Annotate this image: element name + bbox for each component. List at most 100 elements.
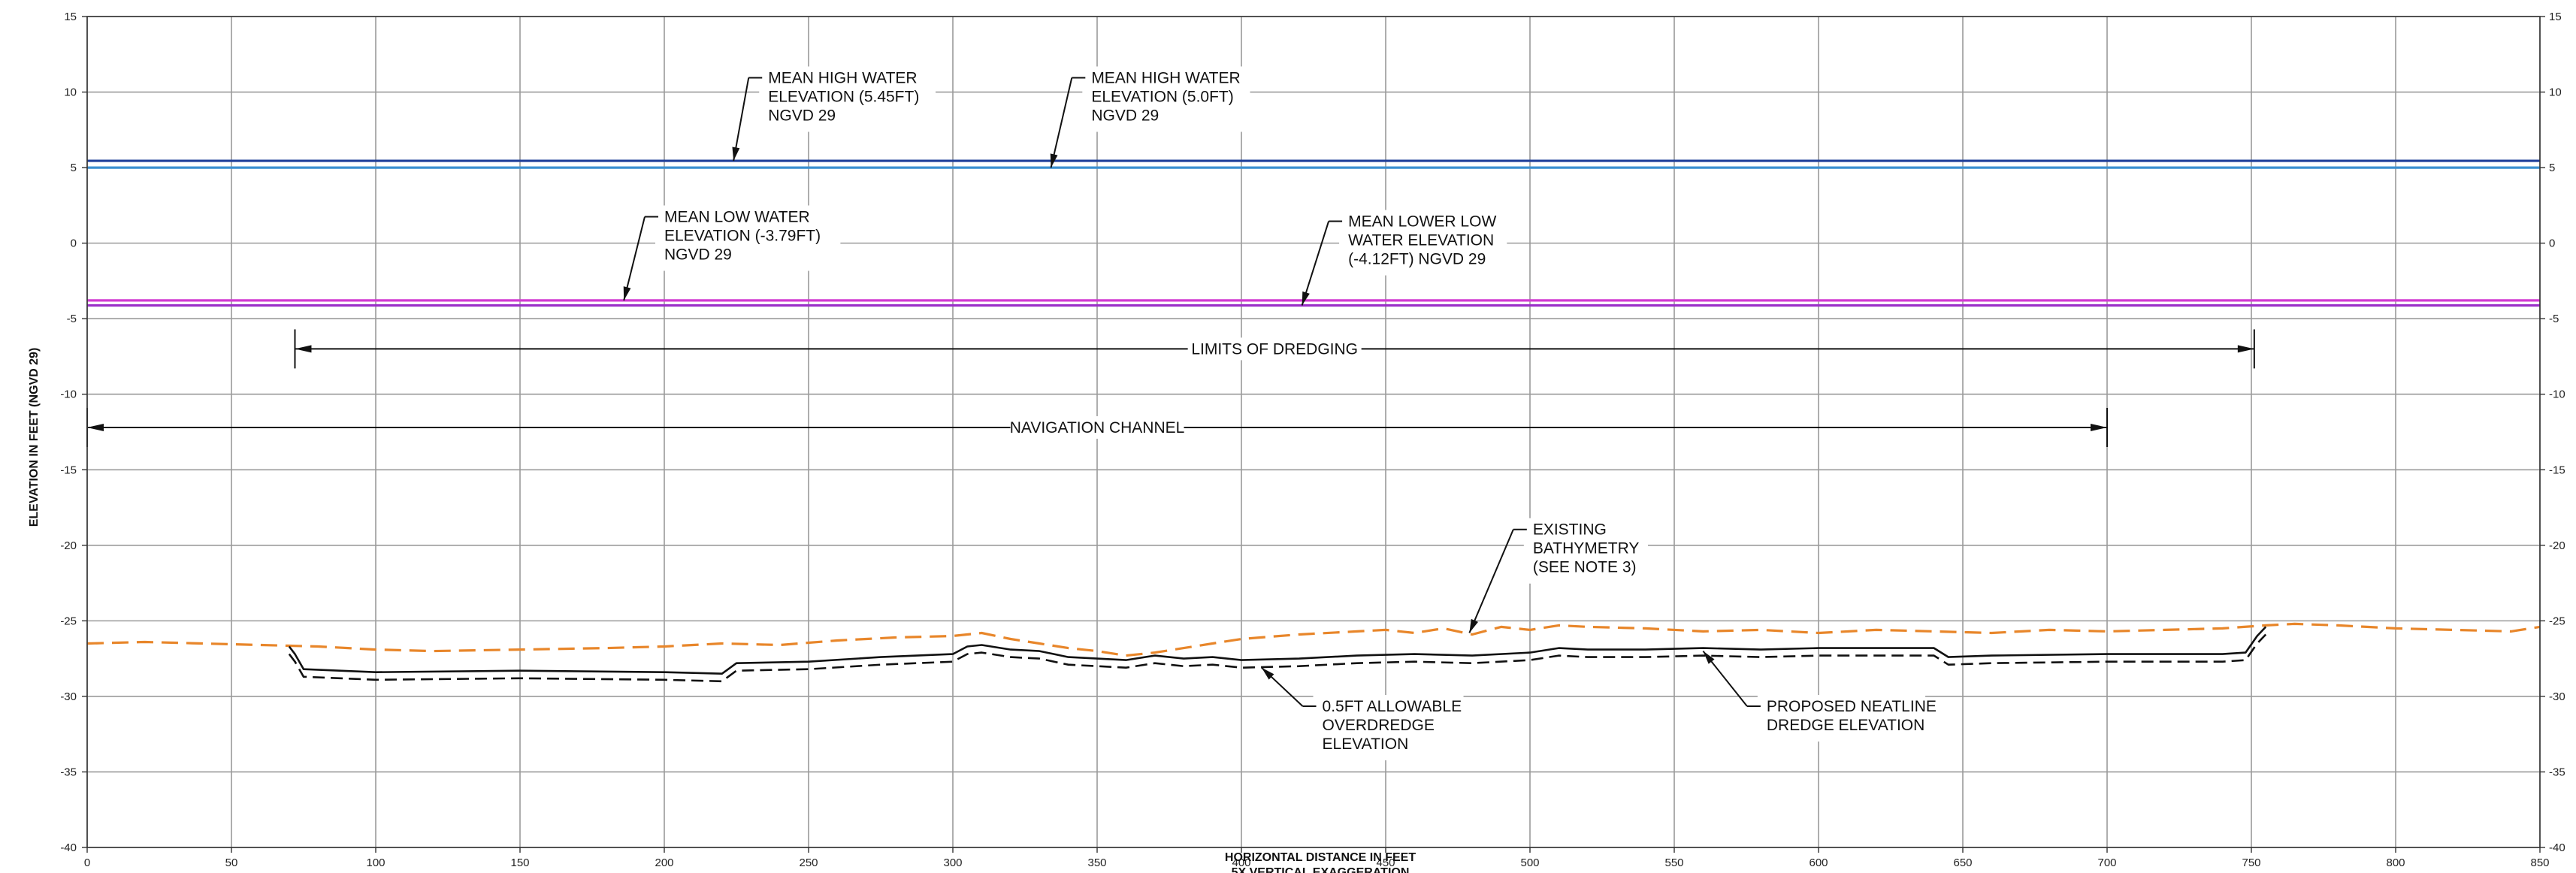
x-tick-label: 700 <box>2097 856 2116 869</box>
plot-frame <box>86 16 2541 848</box>
annotation-text-line: WATER ELEVATION <box>1348 232 1494 249</box>
annotation-text-line: MEAN HIGH WATER <box>768 69 917 86</box>
extent-label-background <box>1010 415 1184 439</box>
x-tick-label: 750 <box>2242 856 2260 869</box>
y-tick-label-right: 0 <box>2549 237 2555 250</box>
reference-lines <box>87 159 2540 307</box>
x-tick-label: 100 <box>366 856 385 869</box>
annotation-leader <box>1050 77 1073 168</box>
extent-label: LIMITS OF DREDGING <box>1191 340 1358 358</box>
x-tick-label: 300 <box>943 856 962 869</box>
y-tick-label-left: -35 <box>60 766 77 778</box>
y-tick-label-right: 5 <box>2549 162 2555 174</box>
y-tick-label-left: -30 <box>60 690 77 703</box>
annotation-background <box>1523 518 1649 584</box>
annotation-background <box>1313 695 1464 761</box>
annotation-text-line: ELEVATION (-3.79FT) <box>664 227 821 244</box>
annotation-text-line: ELEVATION (5.45FT) <box>768 88 919 105</box>
series-lines <box>86 622 2541 683</box>
annotation-text-line: DREDGE ELEVATION <box>1767 717 1924 734</box>
annotation-text-line: MEAN LOWER LOW <box>1348 213 1496 231</box>
x-tick-label: 850 <box>2530 856 2549 869</box>
y-tick-label-left: 5 <box>71 162 77 174</box>
annotation-arrowhead <box>732 147 740 162</box>
x-tick-label: 250 <box>799 856 818 869</box>
annotation-arrowhead <box>1261 667 1274 680</box>
annotation-text-line: MEAN HIGH WATER <box>1091 69 1240 86</box>
y-axis-label: ELEVATION IN FEET (NGVD 29) <box>28 348 41 527</box>
extent-arrowhead <box>295 345 312 353</box>
annotation-background <box>1757 695 1926 742</box>
annotation-leader <box>623 216 646 301</box>
x-tick-label: 400 <box>1232 856 1250 869</box>
y-tick-label-right: -35 <box>2549 766 2565 778</box>
x-tick-label: 500 <box>1520 856 1539 869</box>
annotation-text-line: (-4.12FT) NGVD 29 <box>1348 251 1486 268</box>
annotation-text-line: NGVD 29 <box>768 107 836 124</box>
y-tick-label-right: -20 <box>2549 539 2565 552</box>
annotation-text-line: PROPOSED NEATLINE <box>1767 698 1937 715</box>
x-tick-label: 650 <box>1953 856 1972 869</box>
axes: 0 50 100 150 200 250 300 350 400 450 500 550 600 650 7… <box>60 11 2565 869</box>
y-tick-label-right: -25 <box>2549 615 2565 627</box>
annotation-text-line: ELEVATION (5.0FT) <box>1091 88 1233 105</box>
annotation-arrowhead <box>623 286 631 301</box>
annotation-leader <box>733 77 750 162</box>
annotation-text-line: OVERDREDGE <box>1323 717 1435 734</box>
x-tick-label: 150 <box>510 856 529 869</box>
annotation-text-line: NGVD 29 <box>664 246 732 263</box>
y-tick-label-right: -10 <box>2549 388 2565 401</box>
y-tick-label-left: 15 <box>64 11 77 23</box>
annotation-text-line: (SEE NOTE 3) <box>1533 559 1637 576</box>
y-tick-label-right: 15 <box>2549 11 2562 23</box>
y-tick-label-left: 10 <box>64 86 77 99</box>
x-tick-label: 800 <box>2386 856 2405 869</box>
annotation-arrowhead <box>1050 153 1058 168</box>
annotation-text-line: EXISTING <box>1533 521 1607 539</box>
x-axis-sublabel: 5X VERTICAL EXAGGERATION <box>1232 866 1410 873</box>
series-line-1 <box>288 626 2267 675</box>
extent-arrowhead <box>87 423 104 431</box>
annotations: MEAN HIGH WATER ELEVATION (5.45FT) NGVD 29… <box>623 66 1937 761</box>
annotation-background <box>1339 210 1507 276</box>
extent-arrowhead <box>2091 423 2107 431</box>
x-tick-label: 0 <box>84 856 90 869</box>
annotation-text-line: NGVD 29 <box>1091 107 1159 124</box>
annotation-text-line: MEAN LOW WATER <box>664 208 810 225</box>
y-tick-label-left: -20 <box>60 539 77 552</box>
y-tick-label-right: -5 <box>2549 313 2559 325</box>
annotation-background <box>655 205 841 271</box>
annotation-background <box>1082 66 1250 132</box>
y-tick-label-right: -30 <box>2549 690 2565 703</box>
extent-label-background <box>1187 337 1362 361</box>
y-tick-label-left: -15 <box>60 464 77 476</box>
extent-arrowhead <box>2237 345 2254 353</box>
annotation-text-line: 0.5FT ALLOWABLE <box>1323 698 1462 715</box>
x-tick-label: 600 <box>1809 856 1828 869</box>
x-tick-label: 550 <box>1664 856 1683 869</box>
annotation-text-line: BATHYMETRY <box>1533 540 1640 557</box>
y-tick-label-left: -10 <box>60 388 77 401</box>
annotation-arrowhead <box>1703 651 1715 664</box>
extent-dimensions: LIMITS OF DREDGING NAVIGATION CHANNEL <box>86 329 2255 447</box>
annotation-leader <box>1301 221 1330 306</box>
annotation-background <box>759 66 936 132</box>
y-tick-label-left: -25 <box>60 615 77 627</box>
y-tick-label-left: 0 <box>71 237 77 250</box>
y-tick-label-right: 10 <box>2549 86 2562 99</box>
y-tick-label-left: -5 <box>67 313 77 325</box>
x-tick-label: 50 <box>225 856 238 869</box>
y-tick-label-left: -40 <box>60 841 77 854</box>
x-tick-label: 450 <box>1376 856 1395 869</box>
annotation-arrowhead <box>1302 291 1310 306</box>
x-tick-label: 350 <box>1087 856 1106 869</box>
y-tick-label-right: -15 <box>2549 464 2565 476</box>
annotation-leader <box>1468 529 1514 633</box>
series-line-2 <box>288 633 2267 683</box>
y-tick-label-right: -40 <box>2549 841 2565 854</box>
series-line-0 <box>86 622 2541 657</box>
extent-label: NAVIGATION CHANNEL <box>1010 419 1185 436</box>
annotation-text-line: ELEVATION <box>1323 736 1409 753</box>
x-axis-label: HORIZONTAL DISTANCE IN FEET <box>1225 851 1416 864</box>
